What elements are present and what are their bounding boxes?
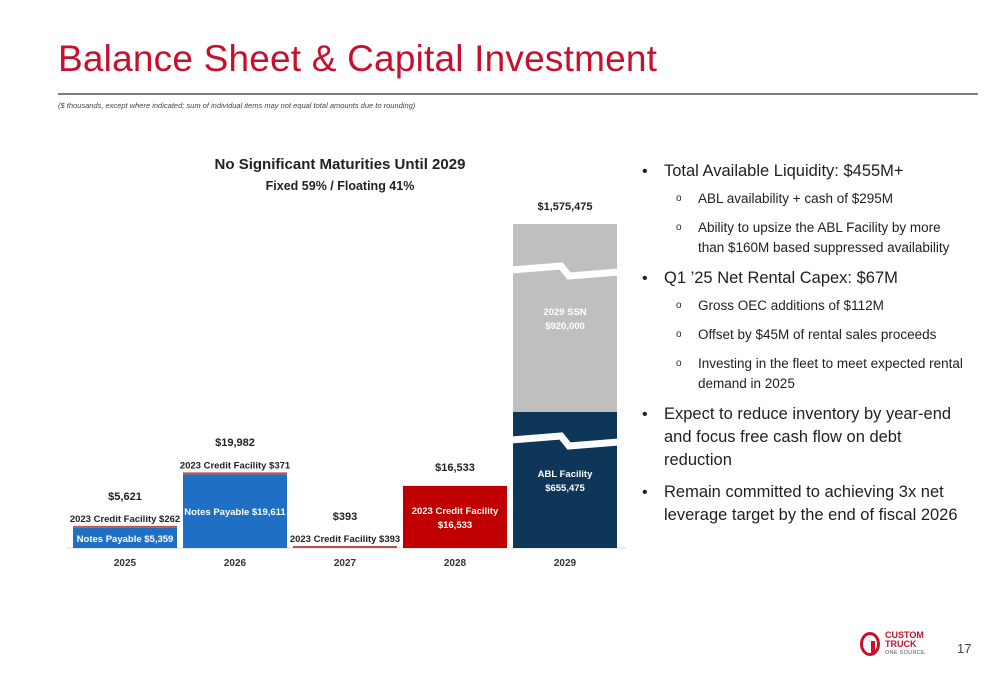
x-tick-label: 2025 <box>114 558 137 569</box>
logo-line-1: CUSTOM <box>885 630 924 640</box>
sub-bullet-text: Gross OEC additions of $112M <box>698 298 884 313</box>
x-tick-label: 2028 <box>444 558 467 569</box>
sub-bullet-list: o Gross OEC additions of $112M o Offset by … <box>664 296 970 394</box>
bullet-item: • Total Available Liquidity: $455M+ o ABL a… <box>640 160 970 258</box>
sub-bullet-list: o ABL availability + cash of $295M o Abilit… <box>664 189 970 258</box>
segment-label: 2023 Credit Facility <box>412 506 499 517</box>
segment-label: 2023 Credit Facility $393 <box>290 534 400 545</box>
logo-tagline: ONE SOURCE. <box>885 650 927 656</box>
logo-mark-icon <box>860 632 880 656</box>
bullet-item: • Expect to reduce inventory by year-end … <box>640 403 970 472</box>
bullet-marker: • <box>642 484 648 501</box>
logo-wordmark: CUSTOM TRUCK <box>885 630 924 649</box>
x-tick-label: 2026 <box>224 558 247 569</box>
bar-segment <box>293 546 397 548</box>
column-total-label: $5,621 <box>108 491 142 503</box>
sub-bullet-marker: o <box>676 222 682 233</box>
column-total-label: $16,533 <box>435 462 475 474</box>
bullet-text: Q1 ’25 Net Rental Capex: $67M <box>664 269 898 287</box>
title-divider <box>58 93 978 95</box>
sub-bullet-text: ABL availability + cash of $295M <box>698 191 893 206</box>
sub-bullet-item: o Offset by $45M of rental sales proceeds <box>664 325 970 345</box>
column-total-label: $19,982 <box>215 437 255 449</box>
bullet-marker: • <box>642 406 648 423</box>
x-tick-label: 2029 <box>554 558 577 569</box>
segment-label: $920,000 <box>545 321 585 332</box>
sub-bullet-marker: o <box>676 300 682 311</box>
sub-bullet-marker: o <box>676 358 682 369</box>
bullet-text: Expect to reduce inventory by year-end a… <box>664 405 952 469</box>
chart-title: No Significant Maturities Until 2029 <box>214 156 466 173</box>
sub-bullet-item: o ABL availability + cash of $295M <box>664 189 970 209</box>
sub-bullet-item: o Investing in the fleet to meet expected… <box>664 354 970 394</box>
bar-segment <box>73 525 177 528</box>
sub-bullet-item: o Ability to upsize the ABL Facility by m… <box>664 218 970 258</box>
chart-subtitle: Fixed 59% / Floating 41% <box>265 179 415 193</box>
debt-maturity-chart: Notes Payable $5,359 2023 Credit Facility… <box>66 201 626 569</box>
bullet-text: Remain committed to achieving 3x net lev… <box>664 483 958 524</box>
bar-segment <box>183 474 287 548</box>
column-total-label: $1,575,475 <box>537 201 592 213</box>
sub-bullet-marker: o <box>676 329 682 340</box>
page-title: Balance Sheet & Capital Investment <box>58 38 658 79</box>
segment-label: Notes Payable $19,611 <box>184 507 286 518</box>
sub-bullet-marker: o <box>676 193 682 204</box>
axis-break-mark <box>510 262 620 280</box>
segment-label: ABL Facility <box>538 469 593 480</box>
bar-segment <box>513 412 617 548</box>
bullet-item: • Q1 ’25 Net Rental Capex: $67M o Gross OEC… <box>640 267 970 394</box>
segment-label: 2023 Credit Facility $262 <box>70 514 180 525</box>
segment-label: 2023 Credit Facility $371 <box>180 460 291 471</box>
bullet-marker: • <box>642 163 648 180</box>
x-tick-label: 2027 <box>334 558 357 569</box>
page-number: 17 <box>957 641 972 656</box>
column-total-label: $393 <box>333 511 357 523</box>
segment-label: $655,475 <box>545 483 585 494</box>
sub-bullet-item: o Gross OEC additions of $112M <box>664 296 970 316</box>
sub-bullet-text: Offset by $45M of rental sales proceeds <box>698 327 937 342</box>
company-logo: CUSTOM TRUCK ONE SOURCE. <box>860 631 940 663</box>
sub-bullet-text: Ability to upsize the ABL Facility by mo… <box>698 220 950 255</box>
units-footnote: ($ thousands, except where indicated; su… <box>58 101 416 110</box>
segment-label: 2029 SSN <box>543 307 586 318</box>
logo-line-2: TRUCK <box>885 638 917 649</box>
bullet-text: Total Available Liquidity: $455M+ <box>664 162 904 180</box>
axis-break-mark <box>510 432 620 450</box>
bar-segment <box>73 527 177 548</box>
bullet-marker: • <box>642 270 648 287</box>
bar-segment <box>513 224 617 412</box>
bar-segment <box>183 472 287 475</box>
bullet-item: • Remain committed to achieving 3x net le… <box>640 481 970 527</box>
segment-label: $16,533 <box>438 520 472 531</box>
bar-segment <box>403 485 507 548</box>
key-points-list: • Total Available Liquidity: $455M+ o ABL a… <box>640 160 970 536</box>
sub-bullet-text: Investing in the fleet to meet expected … <box>698 356 963 391</box>
segment-label: Notes Payable $5,359 <box>77 534 174 545</box>
